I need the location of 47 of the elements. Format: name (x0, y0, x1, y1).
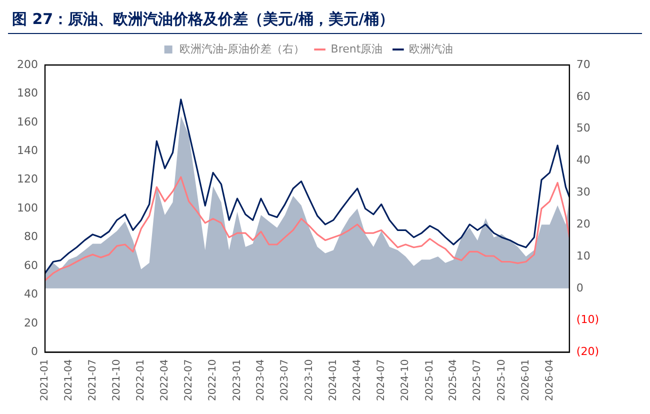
x-tick-label: 2022-04 (159, 359, 170, 402)
legend-label: Brent原油 (330, 42, 383, 56)
y2-tick-label: 60 (576, 90, 590, 103)
y2-tick-label: 20 (576, 217, 590, 230)
legend-label: 欧洲汽油 (409, 42, 454, 56)
y-tick-label: 100 (16, 201, 38, 214)
x-tick-label: 2023-04 (256, 359, 267, 402)
y2-tick-label: 70 (576, 58, 590, 71)
y-tick-label: 0 (30, 345, 38, 358)
x-tick-label: 2021-01 (40, 359, 51, 402)
y2-tick-label: 0 (576, 281, 584, 294)
x-tick-label: 2024-10 (400, 359, 412, 402)
y-tick-label: 180 (16, 86, 38, 100)
legend-label: 欧洲汽油-原油价差（右） (179, 42, 304, 56)
x-tick-label: 2026-04 (544, 359, 556, 402)
x-tick-label: 2025-01 (424, 359, 436, 402)
y-tick-label: 40 (24, 288, 38, 301)
y2-tick-label: 40 (576, 154, 590, 167)
y-tick-label: 80 (24, 230, 38, 244)
x-tick-label: 2023-10 (304, 359, 315, 402)
y2-tick-label: 10 (576, 249, 590, 262)
y-tick-label: 60 (24, 258, 38, 272)
y2-tick-label: (20) (576, 345, 600, 358)
x-tick-label: 2022-10 (208, 359, 219, 402)
x-tick-label: 2024-04 (352, 359, 363, 402)
x-tick-label: 2021-10 (111, 359, 122, 402)
x-tick-label: 2024-07 (376, 359, 387, 402)
x-tick-label: 2022-01 (136, 359, 147, 402)
chart-title: 图 27：原油、欧洲汽油价格及价差（美元/桶，美元/桶） (8, 8, 642, 34)
x-tick-label: 2024-01 (328, 359, 340, 402)
x-tick-label: 2023-01 (232, 359, 243, 402)
x-tick-label: 2025-10 (496, 359, 508, 402)
y2-tick-label: 30 (576, 186, 590, 199)
x-tick-label: 2023-07 (280, 359, 291, 402)
y-tick-label: 120 (16, 172, 38, 186)
y-tick-label: 140 (16, 144, 38, 158)
y-tick-label: 160 (16, 115, 38, 128)
x-tick-label: 2021-04 (63, 359, 74, 402)
x-tick-label: 2025-07 (472, 359, 484, 402)
y2-tick-label: 50 (576, 122, 590, 135)
x-tick-label: 2025-04 (448, 359, 460, 402)
x-tick-label: 2021-07 (87, 359, 98, 402)
y-tick-label: 200 (16, 58, 38, 71)
y-tick-label: 20 (24, 316, 38, 330)
y2-tick-label: (10) (576, 313, 600, 326)
x-tick-label: 2022-07 (183, 359, 194, 402)
x-tick-label: 2026-01 (520, 359, 532, 402)
